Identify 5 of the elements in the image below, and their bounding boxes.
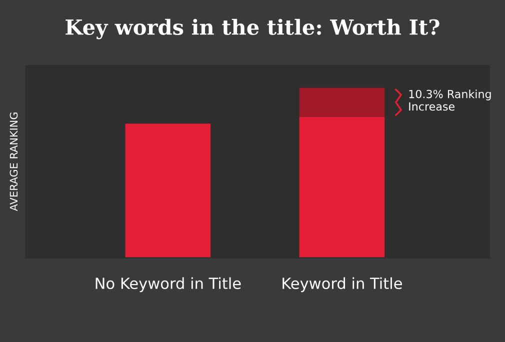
y-axis-title: AVERAGE RANKING	[10, 112, 18, 212]
annotation: 10.3% Ranking Increase	[409, 90, 491, 111]
x-tick-label: Keyword in Title	[282, 277, 402, 292]
chart-title: Key words in the title: Worth It?	[66, 18, 440, 40]
x-tick-label: No Keyword in Title	[96, 277, 241, 292]
